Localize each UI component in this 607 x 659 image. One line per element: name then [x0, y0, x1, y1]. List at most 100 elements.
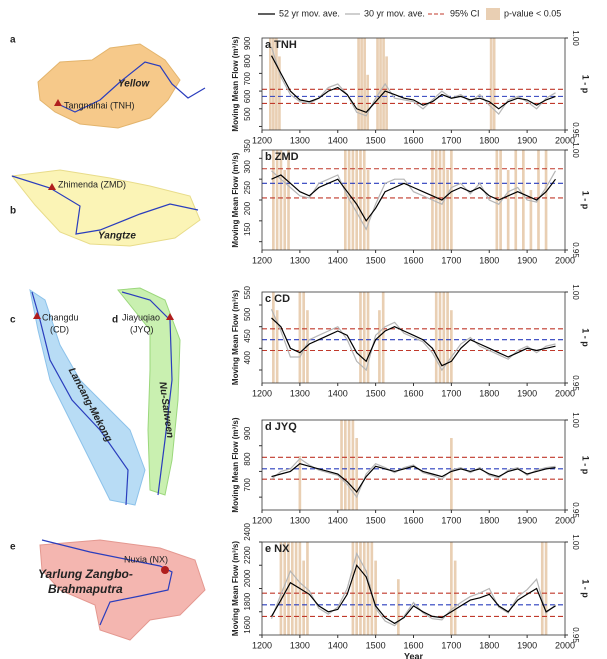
significance-bar: [360, 38, 363, 130]
significance-bar: [434, 292, 438, 383]
series-line: [271, 317, 556, 367]
x-tick-label: 1200: [252, 515, 272, 525]
significance-bar: [287, 150, 290, 250]
significance-bar: [540, 542, 544, 635]
x-tick-label: 1900: [517, 640, 537, 650]
significance-bar: [374, 560, 377, 635]
series-line: [270, 46, 556, 117]
significance-bar: [450, 542, 453, 635]
significance-bar: [343, 420, 347, 510]
significance-bar: [385, 56, 388, 130]
y2-axis-title: 1 - p: [581, 75, 591, 94]
significance-bar: [499, 150, 502, 250]
legend-swatch: [486, 8, 500, 20]
y2-tick-label: 0.95: [571, 375, 580, 391]
significance-bar: [362, 542, 366, 635]
x-axis-title: Year: [404, 651, 424, 659]
x-tick-label: 1500: [366, 135, 386, 145]
series-line: [271, 174, 556, 222]
significance-bar: [514, 150, 518, 250]
significance-bar: [347, 420, 351, 510]
legend-label: 95% CI: [450, 8, 480, 18]
map-letter: e: [10, 542, 16, 553]
y-axis-title: Moving Mean Flow (m³/s): [231, 152, 240, 247]
series-line: [270, 551, 556, 627]
x-tick-label: 2000: [555, 515, 575, 525]
plot-frame: [261, 37, 566, 131]
y-tick-label: 2000: [243, 569, 252, 587]
station-name: (CD): [50, 324, 69, 334]
x-tick-label: 1600: [403, 640, 423, 650]
significance-bar: [351, 420, 355, 510]
y-axis-title: Moving Mean Flow (m³/s): [231, 290, 240, 385]
significance-bar: [294, 542, 298, 635]
significance-bar: [450, 438, 453, 510]
y-tick-label: 200: [243, 201, 252, 215]
x-tick-label: 1900: [517, 135, 537, 145]
x-tick-label: 1500: [366, 515, 386, 525]
x-tick-label: 1500: [366, 388, 386, 398]
x-tick-label: 1800: [479, 640, 499, 650]
station-name: Nuxia (NX): [124, 554, 168, 564]
y-axis-title: Moving Mean Flow (m³/s): [231, 541, 240, 636]
map-salween: [117, 287, 181, 496]
series-line: [270, 55, 556, 114]
y2-axis-title: 1 - p: [581, 456, 591, 475]
panel: 1200 1300 1400 1500 1600 1700 1800 1900 2000 1600…: [231, 522, 591, 650]
significance-bar: [366, 292, 370, 383]
y-tick-label: 900: [243, 36, 252, 50]
x-tick-label: 1600: [403, 515, 423, 525]
x-tick-label: 1300: [290, 255, 310, 265]
significance-bar: [279, 542, 283, 635]
x-tick-label: 1300: [290, 388, 310, 398]
x-tick-label: 1200: [252, 255, 272, 265]
series-line: [270, 564, 556, 625]
significance-bar: [370, 542, 374, 635]
significance-bar: [379, 38, 382, 130]
y2-axis-title: 1 - p: [581, 328, 591, 347]
river-name: Brahmaputra: [48, 582, 123, 596]
y-tick-label: 250: [243, 180, 252, 194]
x-tick-label: 1900: [517, 388, 537, 398]
x-tick-label: 1600: [403, 255, 423, 265]
x-tick-label: 1300: [290, 515, 310, 525]
x-tick-label: 1200: [252, 135, 272, 145]
significance-bar: [397, 579, 400, 635]
significance-bar: [438, 150, 442, 250]
significance-bar: [359, 150, 362, 250]
y-tick-label: 400: [243, 350, 252, 364]
y-tick-label: 1600: [243, 615, 252, 633]
map-yangtze: [11, 169, 201, 247]
panel: 1200 1300 1400 1500 1600 1700 1800 1900 2000 400 4…: [231, 284, 591, 398]
x-tick-label: 2000: [555, 255, 575, 265]
x-tick-label: 1700: [441, 515, 461, 525]
y-tick-label: 350: [243, 139, 252, 153]
station-name: Jiayuqiao: [122, 312, 160, 322]
significance-bar: [278, 56, 281, 130]
significance-bar: [446, 292, 449, 383]
panel-title: b ZMD: [265, 151, 299, 163]
panel: 1200 1300 1400 1500 1600 1700 1800 1900 2000 150 2…: [231, 139, 591, 266]
significance-bar: [272, 292, 275, 383]
significance-bar: [359, 292, 362, 383]
significance-bar: [290, 542, 294, 635]
significance-bar: [378, 310, 381, 383]
y-tick-label: 600: [243, 89, 252, 103]
significance-bar: [450, 150, 453, 250]
significance-bar: [506, 170, 510, 250]
y-tick-label: 500: [243, 107, 252, 121]
significance-bar: [340, 420, 343, 510]
panel: 1200 1300 1400 1500 1600 1700 1800 1900 2000 500 6…: [231, 30, 591, 659]
river-name: Yellow: [118, 79, 151, 90]
panel-title: d JYQ: [265, 421, 297, 433]
map-yellow: [37, 43, 206, 129]
x-tick-label: 1700: [441, 135, 461, 145]
x-tick-label: 2000: [555, 388, 575, 398]
significance-bar: [275, 310, 279, 383]
significance-bar: [362, 292, 366, 383]
significance-bar: [343, 150, 347, 250]
map-letter: a: [10, 35, 16, 46]
significance-bar: [283, 170, 287, 250]
significance-bar: [355, 542, 359, 635]
